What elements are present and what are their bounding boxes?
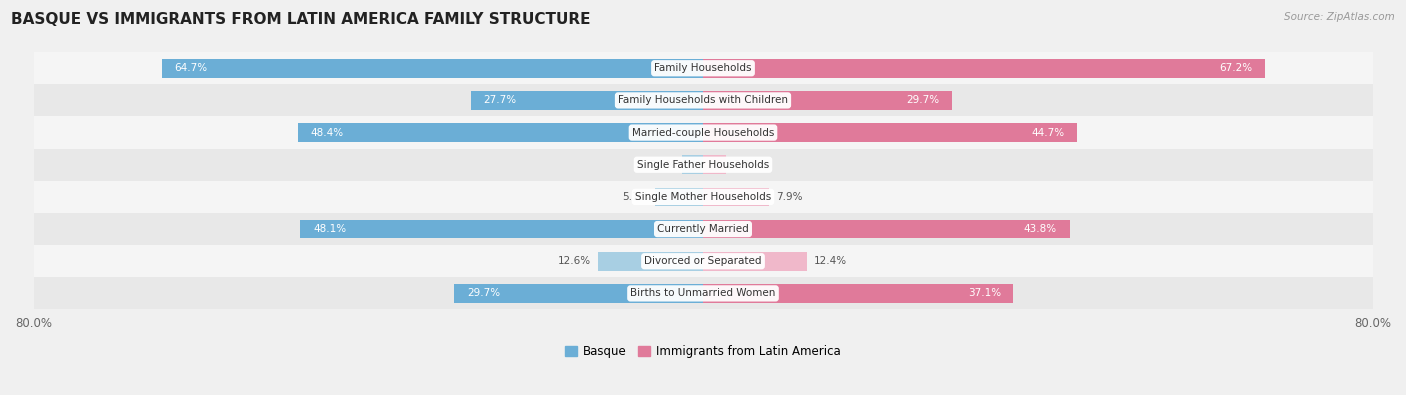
Bar: [34, 52, 1372, 84]
Text: 12.4%: 12.4%: [814, 256, 846, 266]
Bar: [703, 220, 1070, 239]
Text: 37.1%: 37.1%: [967, 288, 1001, 298]
Bar: [34, 84, 1372, 117]
Text: Source: ZipAtlas.com: Source: ZipAtlas.com: [1284, 12, 1395, 22]
Text: Single Mother Households: Single Mother Households: [636, 192, 770, 202]
Legend: Basque, Immigrants from Latin America: Basque, Immigrants from Latin America: [561, 340, 845, 363]
Bar: [703, 123, 1077, 142]
Text: Divorced or Separated: Divorced or Separated: [644, 256, 762, 266]
Text: 67.2%: 67.2%: [1219, 63, 1253, 73]
Bar: [703, 284, 1014, 303]
Bar: [703, 155, 727, 174]
Text: Births to Unmarried Women: Births to Unmarried Women: [630, 288, 776, 298]
Bar: [703, 59, 1265, 77]
Bar: [682, 155, 703, 174]
Bar: [34, 181, 1372, 213]
Text: 2.5%: 2.5%: [650, 160, 675, 170]
Text: 12.6%: 12.6%: [558, 256, 591, 266]
Bar: [162, 59, 703, 77]
Text: 5.7%: 5.7%: [621, 192, 648, 202]
Text: 29.7%: 29.7%: [467, 288, 501, 298]
Text: 48.1%: 48.1%: [314, 224, 346, 234]
Bar: [34, 213, 1372, 245]
Text: 27.7%: 27.7%: [484, 96, 517, 105]
Bar: [34, 149, 1372, 181]
Bar: [703, 91, 952, 110]
Text: BASQUE VS IMMIGRANTS FROM LATIN AMERICA FAMILY STRUCTURE: BASQUE VS IMMIGRANTS FROM LATIN AMERICA …: [11, 12, 591, 27]
Text: 29.7%: 29.7%: [905, 96, 939, 105]
Text: 48.4%: 48.4%: [311, 128, 343, 137]
Text: Single Father Households: Single Father Households: [637, 160, 769, 170]
Text: Family Households with Children: Family Households with Children: [619, 96, 787, 105]
Text: 44.7%: 44.7%: [1032, 128, 1064, 137]
Bar: [301, 220, 703, 239]
Text: 64.7%: 64.7%: [174, 63, 207, 73]
Bar: [298, 123, 703, 142]
Text: 43.8%: 43.8%: [1024, 224, 1057, 234]
Bar: [703, 188, 769, 206]
Bar: [655, 188, 703, 206]
Bar: [703, 252, 807, 271]
Bar: [471, 91, 703, 110]
Text: Married-couple Households: Married-couple Households: [631, 128, 775, 137]
Text: 2.8%: 2.8%: [733, 160, 759, 170]
Text: 7.9%: 7.9%: [776, 192, 803, 202]
Bar: [454, 284, 703, 303]
Bar: [598, 252, 703, 271]
Bar: [34, 245, 1372, 277]
Text: Family Households: Family Households: [654, 63, 752, 73]
Bar: [34, 117, 1372, 149]
Text: Currently Married: Currently Married: [657, 224, 749, 234]
Bar: [34, 277, 1372, 309]
